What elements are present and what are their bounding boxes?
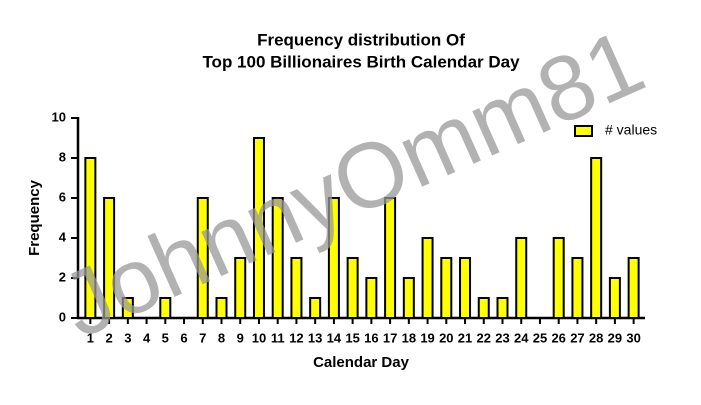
bar [440, 257, 453, 319]
x-axis-title: Calendar Day [313, 354, 410, 371]
x-tick-label: 8 [218, 330, 225, 345]
y-tick-label: 4 [59, 229, 67, 244]
x-tick-label: 6 [180, 330, 187, 345]
bar [215, 297, 228, 319]
bar [496, 297, 509, 319]
bar [402, 277, 415, 319]
bar [571, 257, 584, 319]
y-tick-label: 8 [59, 149, 66, 164]
x-tick-label: 22 [477, 330, 491, 345]
x-tick-label: 10 [252, 330, 266, 345]
chart-title: Frequency distribution Of [257, 30, 465, 49]
x-tick-label: 5 [162, 330, 169, 345]
y-axis-title: Frequency [26, 179, 43, 256]
x-tick-label: 9 [237, 330, 244, 345]
legend-label: # values [605, 122, 657, 138]
bar [121, 297, 134, 319]
bar [515, 237, 528, 319]
x-tick-label: 24 [514, 330, 529, 345]
bar [103, 197, 116, 319]
bar [327, 197, 340, 319]
x-tick-label: 29 [608, 330, 622, 345]
bar [477, 297, 490, 319]
bar [421, 237, 434, 319]
x-tick-label: 2 [105, 330, 112, 345]
legend-swatch [574, 125, 593, 137]
x-tick-label: 3 [124, 330, 131, 345]
x-tick-label: 1 [87, 330, 94, 345]
y-tick-label: 6 [59, 189, 66, 204]
x-tick-label: 11 [271, 330, 285, 345]
bar [459, 257, 472, 319]
x-tick-label: 15 [345, 330, 359, 345]
x-tick-label: 28 [589, 330, 603, 345]
x-tick-label: 21 [458, 330, 472, 345]
x-tick-label: 4 [143, 330, 151, 345]
x-tick-label: 12 [289, 330, 303, 345]
bar [196, 197, 209, 319]
y-tick-label: 2 [59, 269, 66, 284]
x-tick-label: 23 [495, 330, 509, 345]
x-tick-label: 27 [570, 330, 584, 345]
x-tick-label: 7 [199, 330, 206, 345]
bar [159, 297, 172, 319]
x-tick-label: 16 [364, 330, 378, 345]
x-tick-label: 19 [420, 330, 434, 345]
bar [608, 277, 621, 319]
x-tick-label: 20 [439, 330, 453, 345]
x-tick-label: 25 [533, 330, 547, 345]
bar [627, 257, 640, 319]
x-tick-label: 30 [626, 330, 640, 345]
bar [552, 237, 565, 319]
x-tick-label: 18 [402, 330, 416, 345]
bar [271, 197, 284, 319]
bar [384, 197, 397, 319]
y-tick-label: 0 [59, 309, 66, 324]
bar [365, 277, 378, 319]
bar [309, 297, 322, 319]
bar [290, 257, 303, 319]
bar [346, 257, 359, 319]
x-tick-label: 26 [551, 330, 565, 345]
bar [84, 157, 97, 319]
x-tick-label: 17 [383, 330, 397, 345]
y-tick-label: 10 [52, 109, 66, 124]
chart-subtitle: Top 100 Billionaires Birth Calendar Day [202, 52, 520, 71]
bar [234, 257, 247, 319]
x-tick-label: 13 [308, 330, 322, 345]
bar [252, 137, 265, 319]
x-tick-label: 14 [327, 330, 342, 345]
bar [590, 157, 603, 319]
